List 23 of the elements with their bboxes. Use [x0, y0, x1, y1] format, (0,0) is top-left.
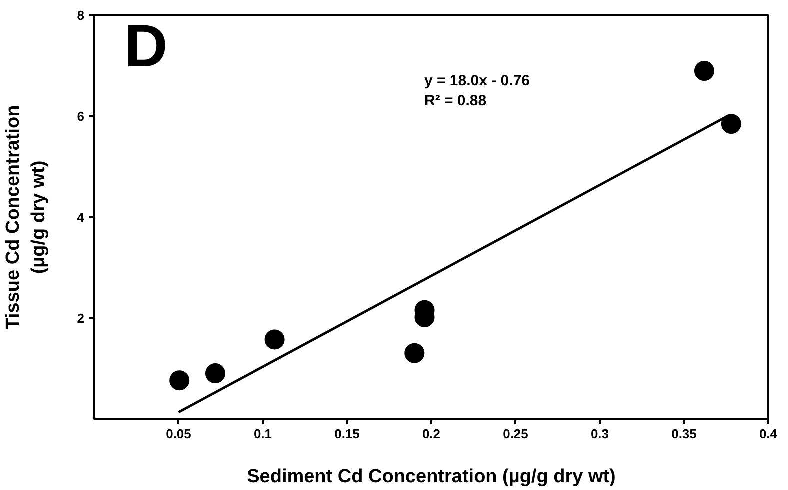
x-tick-label: 0.2 — [422, 426, 441, 442]
point — [205, 364, 226, 384]
annotation: R² = 0.88 — [424, 92, 487, 110]
x-axis-title: Sediment Cd Concentration (µg/g dry wt) — [247, 466, 616, 488]
point — [404, 343, 425, 364]
x-tick-label: 0.25 — [503, 426, 528, 442]
annotation: D — [124, 12, 168, 80]
x-tick-label: 0.35 — [672, 426, 697, 442]
point — [721, 114, 742, 134]
y-tick-label: 6 — [77, 109, 85, 124]
x-tick-label: 0.3 — [590, 426, 610, 442]
point — [170, 370, 190, 391]
y-axis-title: Tissue Cd Concentration (µg/g dry wt) — [3, 105, 50, 330]
y-tick-label: 2 — [77, 311, 85, 326]
point — [264, 330, 285, 350]
x-tick-label: 0.1 — [254, 426, 272, 442]
x-tick-label: 0.15 — [334, 426, 360, 442]
annotation: y = 18.0x - 0.76 — [424, 72, 530, 90]
x-tick-label: 0.05 — [166, 426, 192, 442]
x-tick-label: 0.4 — [759, 426, 778, 442]
point — [694, 61, 714, 82]
y-tick-label: 4 — [77, 210, 86, 225]
y-tick-label: 8 — [77, 8, 85, 23]
